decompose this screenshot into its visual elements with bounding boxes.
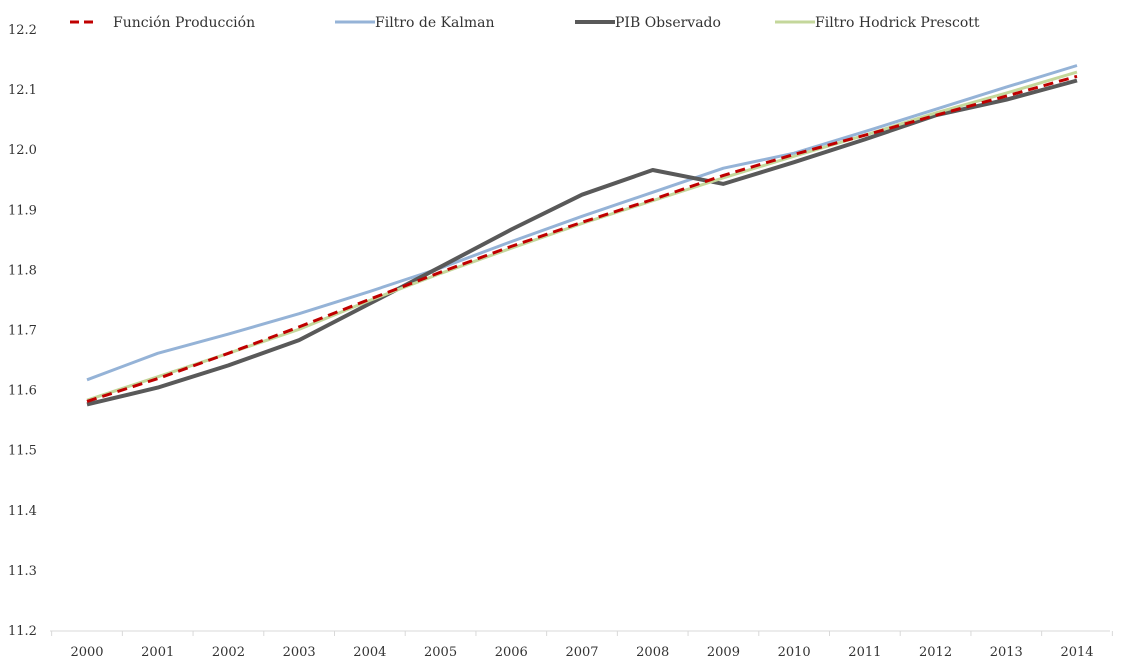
x-tick-label: 2000: [70, 645, 103, 658]
x-tick-label: 2010: [778, 645, 811, 658]
x-tick-label: 2002: [212, 645, 245, 658]
x-tick-label: 2013: [990, 645, 1023, 658]
legend: Función Producción Filtro de Kalman PIB Ob…: [70, 15, 980, 31]
series-line-3: [86, 70, 1078, 402]
plot-area: [86, 64, 1078, 407]
x-tick-label: 2011: [848, 645, 881, 658]
x-tick-label: 2006: [495, 645, 528, 658]
y-tick-label: 11.4: [8, 504, 37, 519]
x-tick-label: 2008: [636, 645, 669, 658]
y-tick-label: 12.0: [8, 143, 37, 158]
y-tick-label: 11.8: [8, 263, 37, 278]
y-axis: 11.2 11.3 11.4 11.5 11.6 11.7 11.8 11.9 12.0 12.1…: [8, 23, 37, 639]
x-tick-label: 2001: [141, 645, 174, 658]
y-tick-label: 11.6: [8, 384, 37, 399]
series-line-0: [86, 74, 1078, 403]
y-tick-label: 11.2: [8, 624, 37, 639]
y-tick-label: 11.3: [8, 564, 37, 579]
legend-label-2: PIB Observado: [615, 15, 721, 31]
x-tick-label: 2003: [283, 645, 316, 658]
x-tick-label: 2009: [707, 645, 740, 658]
series-line-1: [86, 64, 1078, 382]
x-tick-label: 2012: [919, 645, 952, 658]
x-tick-label: 2014: [1060, 645, 1093, 658]
y-tick-label: 12.1: [8, 83, 37, 98]
y-tick-label: 11.9: [8, 203, 37, 218]
x-tick-label: 2005: [424, 645, 457, 658]
x-axis: 2000 2001 2002 2003 2004 2005 2006 2007 2008 2009…: [50, 630, 1113, 658]
legend-label-3: Filtro Hodrick Prescott: [815, 15, 980, 31]
y-tick-label: 11.5: [8, 444, 37, 459]
y-tick-label: 11.7: [8, 324, 37, 339]
y-tick-label: 12.2: [8, 23, 37, 38]
legend-label-0: Función Producción: [113, 15, 255, 31]
series-line-2: [86, 78, 1078, 407]
legend-label-1: Filtro de Kalman: [375, 15, 495, 31]
x-tick-label: 2004: [353, 645, 386, 658]
x-tick-label: 2007: [565, 645, 598, 658]
